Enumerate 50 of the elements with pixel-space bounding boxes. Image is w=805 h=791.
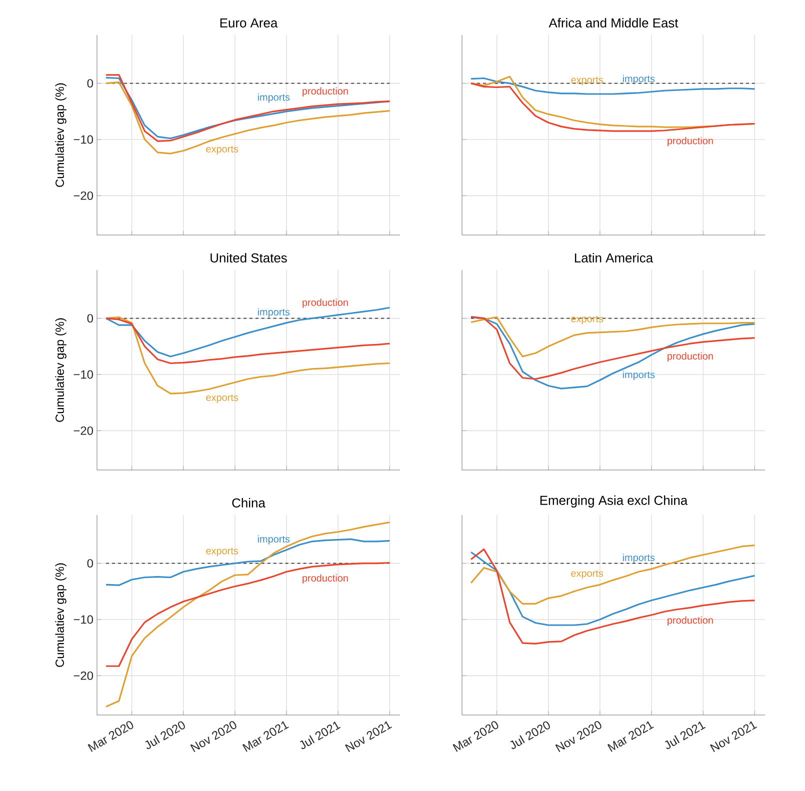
series-label: production [302, 574, 348, 584]
x-tick-label: Mar 2020 [452, 721, 498, 752]
chart-title: Euro Area [220, 18, 278, 28]
series-label: exports [206, 548, 238, 556]
x-tick-label: Jul 2021 [664, 721, 706, 750]
series-label: exports [571, 316, 604, 324]
y-tick-label: −10 [74, 370, 94, 379]
x-tick-label: Mar 2020 [88, 721, 134, 752]
series-label: imports [258, 308, 290, 318]
line-series [105, 522, 390, 708]
x-tick-label: Nov 2020 [555, 721, 602, 752]
x-tick-label: Nov 2020 [190, 721, 236, 752]
chart-title: China [232, 498, 266, 508]
series-label: exports [206, 394, 238, 403]
x-tick-label: Jul 2020 [510, 721, 550, 750]
series-label: production [668, 616, 713, 626]
chart-title: Emerging Asia excl China [540, 495, 688, 508]
series-label: exports [206, 146, 238, 154]
x-tick-label: Nov 2021 [345, 721, 392, 752]
y-axis-title: Cumulatiev gap (%) [55, 563, 66, 667]
chart-title: Africa and Middle East [548, 18, 678, 28]
y-axis-title: Cumulatiev gap (%) [55, 318, 66, 422]
series-label: imports [258, 93, 290, 103]
x-tick-label: Nov 2021 [710, 721, 758, 752]
series-label: imports [622, 370, 655, 380]
y-tick-label: 0 [87, 79, 94, 88]
text: exports [571, 76, 604, 86]
x-tick-label: Jul 2021 [300, 722, 341, 750]
y-tick-label: −20 [74, 191, 94, 200]
chart-title: Latin America [574, 252, 654, 263]
series-label: production [302, 87, 348, 97]
y-axis-title: Cumulatiev gap (%) [55, 83, 66, 187]
y-tick-label: −20 [74, 671, 94, 680]
series-label: imports [258, 535, 290, 545]
series-label: exports [571, 570, 604, 579]
x-tick-label: Mar 2021 [607, 721, 654, 752]
series-label: imports [622, 74, 655, 84]
text: production [302, 298, 348, 308]
series-label: production [668, 352, 713, 362]
y-tick-label: −20 [74, 426, 94, 435]
line-series [105, 81, 390, 154]
x-tick-label: Jul 2020 [145, 721, 185, 750]
text: imports [622, 554, 655, 564]
series-label: production [668, 136, 713, 146]
y-tick-label: 0 [87, 314, 94, 323]
y-tick-label: −10 [74, 615, 94, 624]
x-tick-label: Mar 2021 [242, 721, 289, 752]
chart-title: United States [210, 252, 287, 263]
y-tick-label: −10 [74, 135, 94, 144]
y-tick-label: 0 [87, 559, 94, 568]
